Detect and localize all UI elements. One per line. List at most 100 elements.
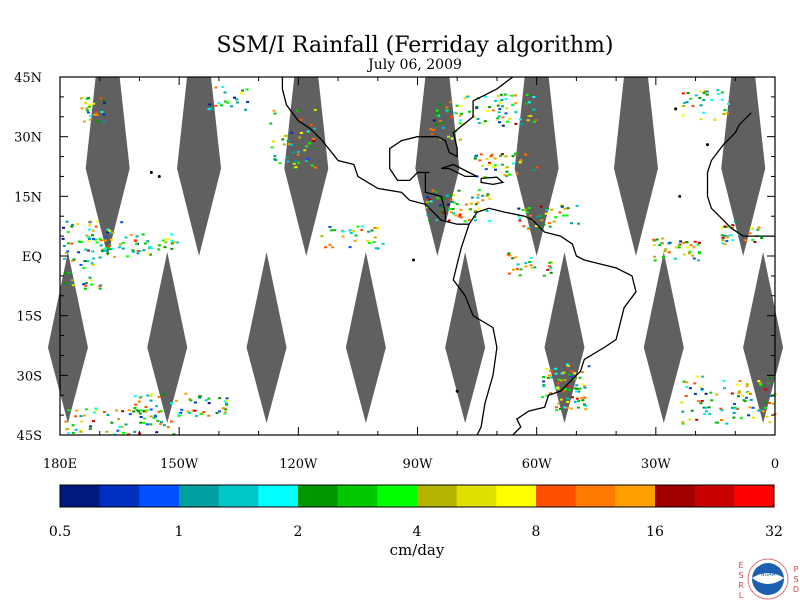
rain-pixel (87, 240, 90, 242)
rain-pixel (667, 251, 671, 254)
rain-pixel (756, 228, 760, 231)
rain-pixel (473, 216, 477, 219)
rain-pixel (566, 400, 570, 403)
rain-pixel (93, 113, 97, 116)
rain-pixel (67, 271, 71, 274)
rain-pixel (86, 236, 90, 239)
rain-pixel (425, 196, 429, 199)
rain-pixel (729, 234, 733, 236)
rain-pixel (749, 399, 753, 401)
rain-pixel (286, 160, 290, 163)
logo-letter: L (739, 591, 744, 600)
rain-pixel (149, 408, 153, 411)
rain-pixel (223, 412, 227, 415)
rain-pixel (549, 271, 553, 274)
rain-pixel (765, 415, 769, 418)
rain-pixel (273, 112, 277, 115)
rain-pixel (514, 122, 518, 125)
rain-pixel (98, 285, 102, 288)
lat-label: EQ (22, 250, 42, 265)
rain-pixel (103, 239, 107, 242)
rain-pixel (581, 399, 585, 402)
rain-pixel (511, 155, 515, 158)
rain-pixel (99, 244, 103, 247)
colorbar-cell (615, 485, 656, 507)
colorbar-cells (60, 485, 775, 507)
rain-pixel (90, 262, 94, 265)
rain-pixel (499, 154, 503, 157)
rain-pixel (436, 112, 439, 115)
rain-pixel (128, 413, 132, 416)
rain-pixel (556, 382, 560, 385)
rain-pixel (474, 209, 478, 212)
coastline-segment (706, 172, 775, 237)
rain-pixel (563, 379, 567, 381)
island-marker (149, 170, 153, 174)
colorbar-cell (694, 485, 735, 507)
coastline-segment (389, 76, 514, 221)
rain-pixel (578, 387, 582, 390)
rain-pixel (485, 157, 489, 160)
rain-pixel (104, 236, 108, 239)
rain-pixel (106, 228, 110, 231)
rain-pixel (733, 407, 737, 410)
rain-pixel (372, 241, 376, 244)
rain-pixel (108, 229, 112, 232)
rain-pixel (105, 246, 109, 249)
rain-pixel (514, 102, 518, 105)
rain-pixel (458, 114, 462, 117)
rain-pixel (508, 117, 512, 120)
rain-pixel (303, 149, 307, 152)
rain-pixel (492, 165, 495, 168)
rain-pixel (529, 214, 532, 217)
rain-pixel (751, 406, 755, 409)
rain-pixel (119, 243, 122, 246)
rain-pixel (745, 383, 749, 386)
rain-pixel (757, 380, 761, 382)
rain-pixel (246, 100, 250, 103)
rain-pixel (117, 418, 120, 421)
rain-pixel (753, 240, 757, 243)
rain-pixel (653, 259, 657, 262)
rain-pixel (291, 151, 295, 154)
rain-pixel (739, 417, 743, 420)
rain-pixel (62, 257, 66, 260)
rain-pixel (98, 256, 102, 259)
rain-pixel (88, 118, 92, 121)
rain-pixel (474, 203, 478, 206)
rain-pixel (500, 153, 504, 156)
rain-pixel (172, 433, 176, 436)
rain-pixel (157, 244, 161, 247)
rain-pixel (696, 243, 700, 246)
rain-pixel (681, 421, 685, 424)
rain-pixel (667, 242, 671, 245)
rain-pixel (698, 90, 702, 93)
rain-pixel (198, 396, 202, 399)
colorbar-tick-labels: 0.5 1 2 4 8 16 32 (49, 524, 783, 540)
island-marker (455, 389, 459, 393)
rain-pixel (501, 105, 505, 108)
rain-pixel (473, 157, 477, 160)
rain-pixel (445, 194, 449, 197)
island-marker (157, 174, 161, 178)
rain-pixel (226, 101, 230, 104)
rain-pixel (448, 208, 452, 211)
rain-pixel (494, 168, 497, 171)
rain-pixel (477, 207, 481, 210)
rain-pixel (108, 248, 112, 251)
rain-pixel (699, 386, 702, 389)
lat-label: 45S (17, 429, 42, 444)
rain-pixel (483, 120, 487, 123)
rain-pixel (136, 252, 140, 255)
rain-pixel (558, 211, 562, 214)
rain-pixel (84, 408, 88, 411)
rain-pixel (677, 246, 681, 249)
rain-pixel (218, 397, 222, 400)
rain-pixel (104, 249, 108, 252)
rain-pixel (290, 143, 293, 146)
rain-pixel (760, 237, 764, 240)
rain-pixel (577, 390, 581, 393)
rain-pixel (165, 238, 169, 241)
rain-pixel (148, 246, 152, 249)
rain-pixel (296, 153, 300, 156)
